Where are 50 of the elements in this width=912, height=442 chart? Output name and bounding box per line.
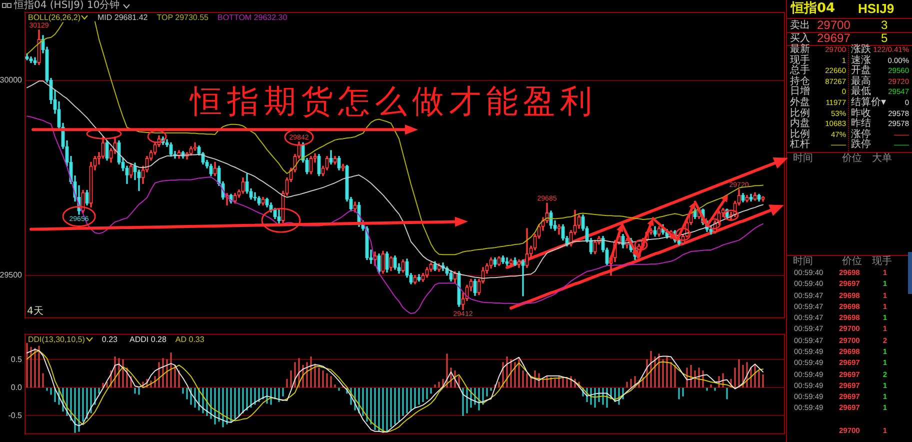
text: 昨收 <box>851 108 871 119</box>
text: 5 <box>881 31 888 45</box>
text: 速涨 <box>851 54 871 66</box>
text: ADDI 0.28 <box>130 334 166 344</box>
text: BOTTOM 29632.30 <box>218 13 288 22</box>
annotation: 0.23 <box>102 334 118 344</box>
text: 时间 <box>793 256 813 267</box>
text: 卖出 <box>790 18 810 32</box>
text: 买入 <box>790 32 810 44</box>
y-tick-label: 29500 <box>0 270 23 280</box>
text: 外盘 <box>790 97 810 108</box>
annotation: 4天 <box>27 306 44 318</box>
text: 现手 <box>790 54 810 66</box>
text: 最高 <box>851 76 871 87</box>
text: 比例 <box>790 128 810 140</box>
text: 恒指期货怎么做才能盈利 <box>190 82 597 120</box>
legend-title: BOLL(26,26,2) <box>28 13 80 22</box>
text: 29697 <box>817 31 850 45</box>
y-tick-label: 0.5 <box>10 354 23 364</box>
text: 昨结 <box>851 118 871 130</box>
text: HSIJ9 <box>858 1 894 17</box>
text: 价位 <box>842 152 862 164</box>
text: 结算价▾ <box>851 97 886 108</box>
y-tick-label: 0.0 <box>10 382 23 392</box>
legend-title: DDI(13,30,10,5) <box>28 334 85 344</box>
text: 持仓 <box>790 76 810 87</box>
text: 比例 <box>790 108 810 119</box>
text: 涨停 <box>851 128 871 140</box>
text: TOP 29730.55 <box>156 13 208 22</box>
text: 现手 <box>872 256 892 267</box>
text: 29700 <box>817 18 850 32</box>
chart-subtitle: 恒指04 (HSIJ9) 10分钟 <box>14 0 120 12</box>
text: 内盘 <box>790 118 810 130</box>
y-tick-label: -0.5 <box>8 410 23 420</box>
y-tick-label: 30000 <box>0 75 23 84</box>
text: 最新 <box>790 44 810 55</box>
text: MID 29681.42 <box>97 13 148 22</box>
text: 日增 <box>790 86 810 98</box>
text: 大单 <box>872 152 892 164</box>
text: 最低 <box>851 86 871 98</box>
text: 跌停 <box>851 139 871 151</box>
text: 总手 <box>790 65 810 76</box>
text: 时间 <box>793 152 813 164</box>
text: 价位 <box>842 256 862 267</box>
text: 恒指04 <box>791 1 836 17</box>
text: 涨跌 <box>851 44 871 55</box>
text: 杠杆 <box>790 139 810 151</box>
text: AD 0.33 <box>175 334 204 344</box>
text: 开盘 <box>851 65 871 76</box>
text: 3 <box>881 18 888 32</box>
